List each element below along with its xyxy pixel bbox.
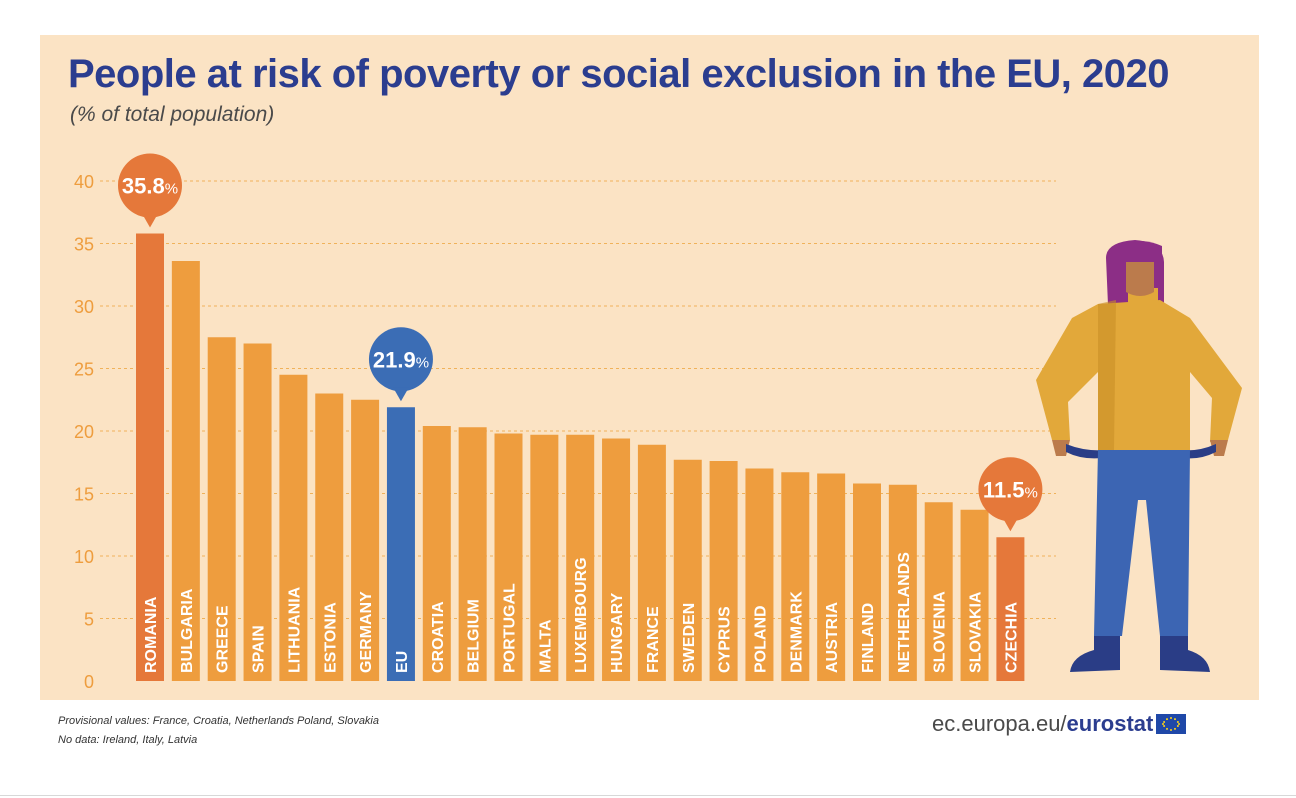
bar-spain xyxy=(243,343,272,681)
callout-bubble xyxy=(978,457,1043,522)
category-label: BELGIUM xyxy=(466,599,483,673)
category-label: NETHERLANDS xyxy=(896,552,913,673)
category-label: ESTONIA xyxy=(322,602,339,673)
category-label: ROMANIA xyxy=(143,596,160,673)
category-label: AUSTRIA xyxy=(824,601,841,673)
bar-netherlands xyxy=(888,484,917,681)
bar-slovenia xyxy=(924,502,953,681)
category-label: BULGARIA xyxy=(179,588,196,673)
category-label: FINLAND xyxy=(860,603,877,673)
y-tick-label: 25 xyxy=(74,360,94,380)
y-tick-label: 35 xyxy=(74,235,94,255)
y-tick-label: 30 xyxy=(74,297,94,317)
y-tick-label: 5 xyxy=(84,610,94,630)
bar-france xyxy=(637,444,666,681)
brand-prefix: ec.europa.eu/ xyxy=(932,711,1067,736)
callout-pointer xyxy=(392,387,409,402)
y-tick-label: 40 xyxy=(74,172,94,192)
footnotes: Provisional values: France, Croatia, Net… xyxy=(58,712,379,750)
bars xyxy=(136,233,1025,681)
category-label: SLOVAKIA xyxy=(968,591,985,673)
category-label: HUNGARY xyxy=(609,592,626,673)
category-label: LITHUANIA xyxy=(286,586,303,673)
value-callouts: 35.8% 21.9% 11.5% xyxy=(118,153,1043,532)
bar-luxembourg xyxy=(566,434,595,681)
bar-malta xyxy=(530,434,559,681)
bar-hungary xyxy=(602,438,631,681)
category-label: EU xyxy=(394,651,411,673)
chart-title: People at risk of poverty or social excl… xyxy=(68,52,1170,96)
callout-value: 21.9% xyxy=(373,347,429,372)
eu-flag-icon xyxy=(1156,714,1187,734)
bar-greece xyxy=(207,337,236,681)
category-label: POLAND xyxy=(752,605,769,673)
category-label: GERMANY xyxy=(358,591,375,673)
bottom-divider xyxy=(0,795,1296,796)
eurostat-brand-link[interactable]: ec.europa.eu/ eurostat xyxy=(932,711,1187,737)
category-label: SLOVENIA xyxy=(932,591,949,673)
category-label: SPAIN xyxy=(251,625,268,673)
callout-value: 35.8% xyxy=(122,174,178,199)
category-label: PORTUGAL xyxy=(502,583,519,673)
category-label: GREECE xyxy=(215,605,232,673)
category-label: SWEDEN xyxy=(681,603,698,673)
category-label: LUXEMBOURG xyxy=(573,557,590,673)
y-axis-ticks: 0 5 10 15 20 25 30 35 40 xyxy=(74,172,94,692)
bar-estonia xyxy=(315,393,344,681)
category-label: MALTA xyxy=(537,619,554,673)
y-tick-label: 20 xyxy=(74,422,94,442)
callout-pointer xyxy=(142,213,158,228)
bar-austria xyxy=(817,473,846,681)
callout-pointer xyxy=(1002,517,1019,532)
category-label: CZECHIA xyxy=(1003,601,1020,673)
bar-germany xyxy=(351,399,380,681)
bar-slovakia xyxy=(960,509,989,681)
callout-value: 11.5% xyxy=(983,477,1038,502)
category-labels: ROMANIA BULGARIA GREECE SPAIN LITHUANIA ESTON… xyxy=(143,552,1020,673)
bar-croatia xyxy=(422,426,451,681)
bar-romania xyxy=(136,233,164,681)
callout-bubble xyxy=(368,327,433,392)
bar-bulgaria xyxy=(171,261,200,681)
category-label: DENMARK xyxy=(788,591,805,673)
brand-name: eurostat xyxy=(1066,711,1154,736)
callout-bubble xyxy=(118,153,182,218)
callout-czechia: 11.5% xyxy=(978,457,1043,532)
bar-czechia xyxy=(996,537,1025,681)
person-empty-pockets-illustration xyxy=(1036,240,1242,672)
y-tick-label: 0 xyxy=(84,672,94,692)
bar-sweden xyxy=(673,459,702,681)
callout-romania: 35.8% xyxy=(118,153,182,228)
footnote-provisional: Provisional values: France, Croatia, Net… xyxy=(58,715,379,727)
bar-belgium xyxy=(458,427,487,681)
callout-eu: 21.9% xyxy=(368,327,433,402)
bar-lithuania xyxy=(279,374,308,681)
bar-denmark xyxy=(781,472,810,681)
y-tick-label: 10 xyxy=(74,547,94,567)
bar-portugal xyxy=(494,433,523,681)
category-label: CYPRUS xyxy=(717,606,734,673)
category-label: FRANCE xyxy=(645,606,662,673)
bar-finland xyxy=(853,483,881,681)
category-label: CROATIA xyxy=(430,601,447,673)
footnote-no-data: No data: Ireland, Italy, Latvia xyxy=(58,734,198,746)
bar-eu xyxy=(386,407,415,681)
bar-poland xyxy=(745,468,774,681)
bar-cyprus xyxy=(709,461,738,681)
y-tick-label: 15 xyxy=(74,485,94,505)
chart-subtitle: (% of total population) xyxy=(70,103,275,126)
